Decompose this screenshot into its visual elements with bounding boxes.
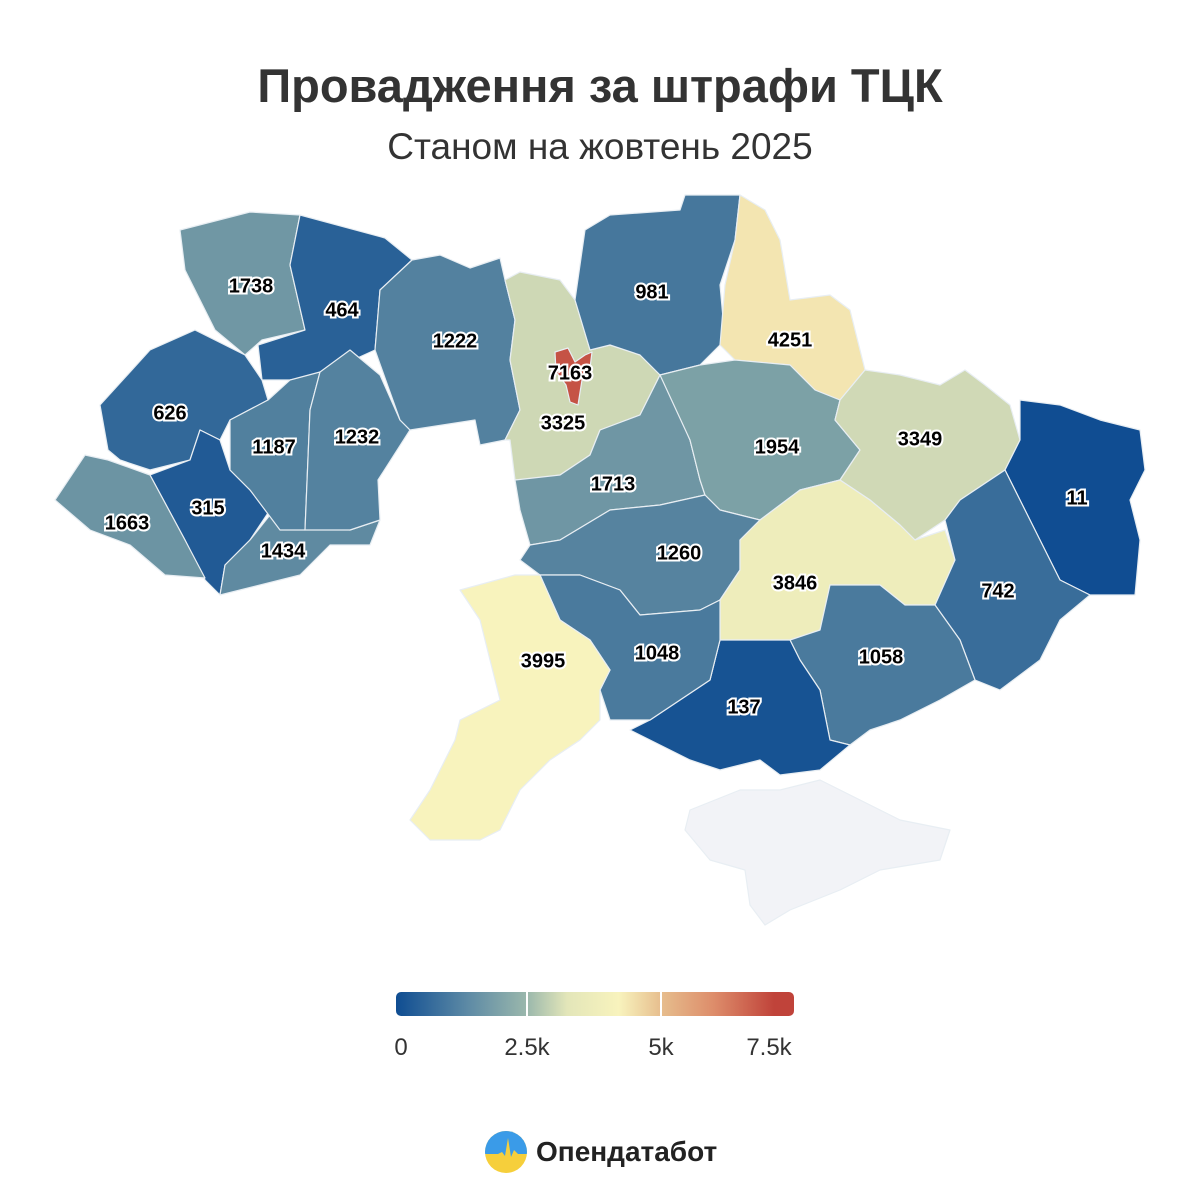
region-odesa[interactable]	[409, 574, 611, 841]
legend-tick: 0	[394, 1034, 408, 1061]
region-volyn[interactable]	[179, 211, 306, 356]
value-label-ternopil: 315	[191, 497, 224, 519]
value-label-chernihiv: 981	[635, 281, 668, 303]
legend-tick: 5k	[648, 1034, 674, 1061]
legend-separator	[526, 992, 528, 1016]
value-label-kharkiv: 3349	[898, 428, 943, 450]
value-label-donetsk: 742	[981, 580, 1014, 602]
value-label-ivano-frankivsk: 1434	[261, 540, 306, 562]
value-label-luhansk: 11	[1066, 487, 1087, 509]
value-label-sumy: 4251	[768, 329, 813, 351]
value-label-rivne: 464	[325, 299, 359, 321]
logo-icon	[485, 1131, 527, 1173]
value-label-volyn: 1738	[229, 275, 274, 297]
value-label-poltava: 1954	[755, 436, 800, 458]
ukraine-map: 1738 464 626 315 1663 1434 1187 1232 1222 3325 716…	[54, 194, 1146, 926]
value-label-cherkasy: 1713	[591, 473, 636, 495]
region-zakarpattia[interactable]	[54, 454, 206, 579]
legend-tick: 7.5k	[746, 1034, 792, 1061]
logo-text: Опендатабот	[536, 1136, 718, 1167]
region-kyiv-city[interactable]	[554, 347, 593, 406]
page-title: Провадження за штрафи ТЦК	[257, 59, 943, 112]
region-chernihiv[interactable]	[574, 194, 741, 376]
region-vinnytsia[interactable]	[304, 349, 411, 531]
page-subtitle: Станом на жовтень 2025	[387, 126, 813, 167]
legend-tick: 2.5k	[504, 1034, 550, 1061]
value-label-zhytomyr: 1222	[433, 330, 478, 352]
color-scale-bar	[396, 992, 794, 1016]
value-label-vinnytsia: 1232	[335, 426, 380, 448]
value-label-zaporizhzhia: 1058	[859, 646, 904, 668]
region-crimea[interactable]	[684, 779, 951, 926]
value-label-lviv: 626	[153, 402, 186, 424]
value-label-zakarpattia: 1663	[105, 512, 150, 534]
value-label-odesa: 3995	[521, 650, 566, 672]
value-label-kyiv-oblast: 3325	[541, 412, 586, 434]
value-label-mykolaiv: 1048	[635, 642, 680, 664]
value-label-khmelnytskyi: 1187	[252, 436, 295, 458]
region-ivano-frankivsk[interactable]	[219, 514, 381, 596]
value-label-dnipropetrovsk: 3846	[773, 572, 818, 594]
legend-separator	[660, 992, 662, 1016]
opendatabot-logo: Опендатабот	[484, 1130, 717, 1174]
value-label-kherson: 137	[727, 696, 760, 718]
region-lviv[interactable]	[99, 329, 269, 471]
value-label-kyiv-city: 7163	[548, 362, 593, 384]
value-label-kirovohrad: 1260	[657, 542, 702, 564]
